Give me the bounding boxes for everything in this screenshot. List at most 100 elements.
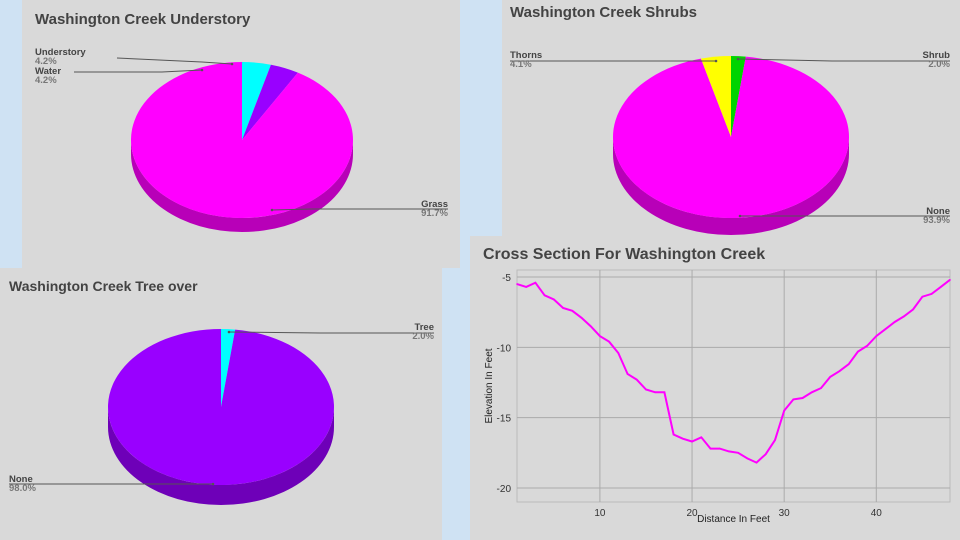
data-point: [654, 391, 656, 394]
data-point: [691, 440, 693, 443]
leader-dot: [200, 68, 204, 72]
shrubs-chart-panel: Washington Creek Shrubs Shrub 2.0% Thorns 4.…: [502, 0, 960, 236]
data-point: [635, 378, 638, 381]
y-tick-label: -20: [497, 484, 512, 495]
pie-slice-none: [107, 328, 334, 485]
slice-label: Shrub: [923, 50, 951, 61]
data-point: [939, 286, 942, 288]
leader-dot: [738, 214, 742, 218]
leader-line: [116, 57, 233, 65]
data-point: [672, 433, 675, 436]
pie-slice-understory: [242, 62, 271, 140]
leader-dot: [230, 62, 234, 66]
x-tick-label: 30: [779, 508, 791, 519]
slice-label: None: [926, 206, 950, 217]
leader-line: [74, 69, 203, 73]
data-point: [553, 298, 555, 301]
data-point: [912, 308, 914, 311]
data-point: [525, 286, 528, 288]
leader-dot: [736, 57, 740, 61]
data-point: [783, 409, 785, 412]
y-tick-label: -10: [497, 343, 512, 354]
data-point: [847, 363, 850, 366]
understory-chart-panel: Washington Creek Understory Understory 4.2…: [22, 0, 460, 268]
data-point: [516, 283, 518, 285]
pie-slice-tree: [221, 329, 236, 407]
slice-percent: 2.0%: [928, 59, 950, 70]
data-point: [617, 352, 620, 354]
slice-label: Understory: [35, 47, 86, 58]
slice-percent: 91.7%: [421, 208, 448, 219]
slice-label: None: [9, 474, 33, 485]
data-point: [700, 436, 703, 439]
chart-title: Washington Creek Shrubs: [510, 4, 697, 21]
x-tick-label: 10: [594, 508, 606, 519]
slice-label: Thorns: [510, 50, 542, 61]
data-point: [543, 294, 546, 297]
chart-title: Washington Creek Tree over: [9, 278, 198, 294]
chart-title: Washington Creek Understory: [35, 11, 251, 28]
pie-slice-none: [613, 56, 849, 219]
data-point: [608, 340, 610, 343]
data-point: [589, 325, 592, 328]
leader-dot: [270, 208, 274, 212]
data-point: [921, 295, 924, 298]
data-point: [728, 450, 730, 453]
y-tick-label: -5: [502, 273, 511, 284]
series-line: [516, 279, 951, 464]
leader-line: [737, 58, 950, 62]
y-axis-label: Elevation In Feet: [484, 348, 495, 423]
leader-dot: [211, 482, 215, 486]
data-point: [820, 387, 822, 389]
leader-dot: [227, 330, 231, 334]
data-point: [534, 281, 537, 284]
tree-over-chart-panel: Washington Creek Tree over Tree 2.0% None 98…: [0, 268, 442, 540]
data-point: [838, 370, 841, 373]
understory-pie-chart: Washington Creek Understory Understory4.2…: [35, 11, 449, 232]
slice-label: Tree: [414, 322, 434, 333]
data-point: [829, 376, 832, 378]
data-point: [930, 293, 933, 295]
data-point: [645, 388, 647, 391]
leader-line: [271, 208, 448, 211]
leader-line: [228, 331, 434, 334]
data-point: [562, 307, 564, 309]
slice-percent: 98.0%: [9, 483, 36, 494]
data-point: [580, 317, 583, 319]
leader-dot: [714, 59, 718, 63]
data-point: [599, 335, 601, 337]
data-point: [626, 373, 629, 375]
plot-area: [516, 269, 951, 503]
data-point: [884, 328, 887, 330]
data-point: [774, 439, 776, 441]
pie-slice-shrub: [731, 56, 746, 137]
data-point: [811, 391, 813, 394]
data-point: [875, 335, 878, 337]
data-point: [893, 321, 896, 323]
slice-percent: 4.2%: [35, 56, 57, 67]
data-point: [682, 437, 684, 440]
slice-percent: 93.9%: [923, 215, 950, 226]
data-point: [857, 350, 859, 353]
slice-percent: 4.1%: [510, 59, 532, 70]
x-tick-label: 40: [871, 508, 883, 519]
cross-section-chart-panel: Cross Section For Washington Creek 10 20 30…: [470, 236, 960, 540]
data-point: [737, 451, 739, 454]
data-point: [718, 447, 721, 450]
data-point: [764, 453, 767, 455]
data-point: [755, 461, 758, 464]
data-point: [663, 391, 666, 394]
data-point: [792, 398, 795, 401]
y-tick-label: -15: [497, 414, 512, 425]
x-axis-label: Distance In Feet: [697, 514, 770, 525]
data-point: [571, 309, 574, 312]
data-point: [709, 447, 712, 450]
chart-title: Cross Section For Washington Creek: [483, 246, 765, 263]
slice-percent: 2.0%: [412, 331, 434, 342]
cross-section-line-chart: Cross Section For Washington Creek 10 20 30…: [483, 246, 951, 525]
pie-slice-grass: [131, 62, 353, 218]
slice-label: Water: [35, 66, 61, 77]
data-point: [903, 315, 905, 318]
